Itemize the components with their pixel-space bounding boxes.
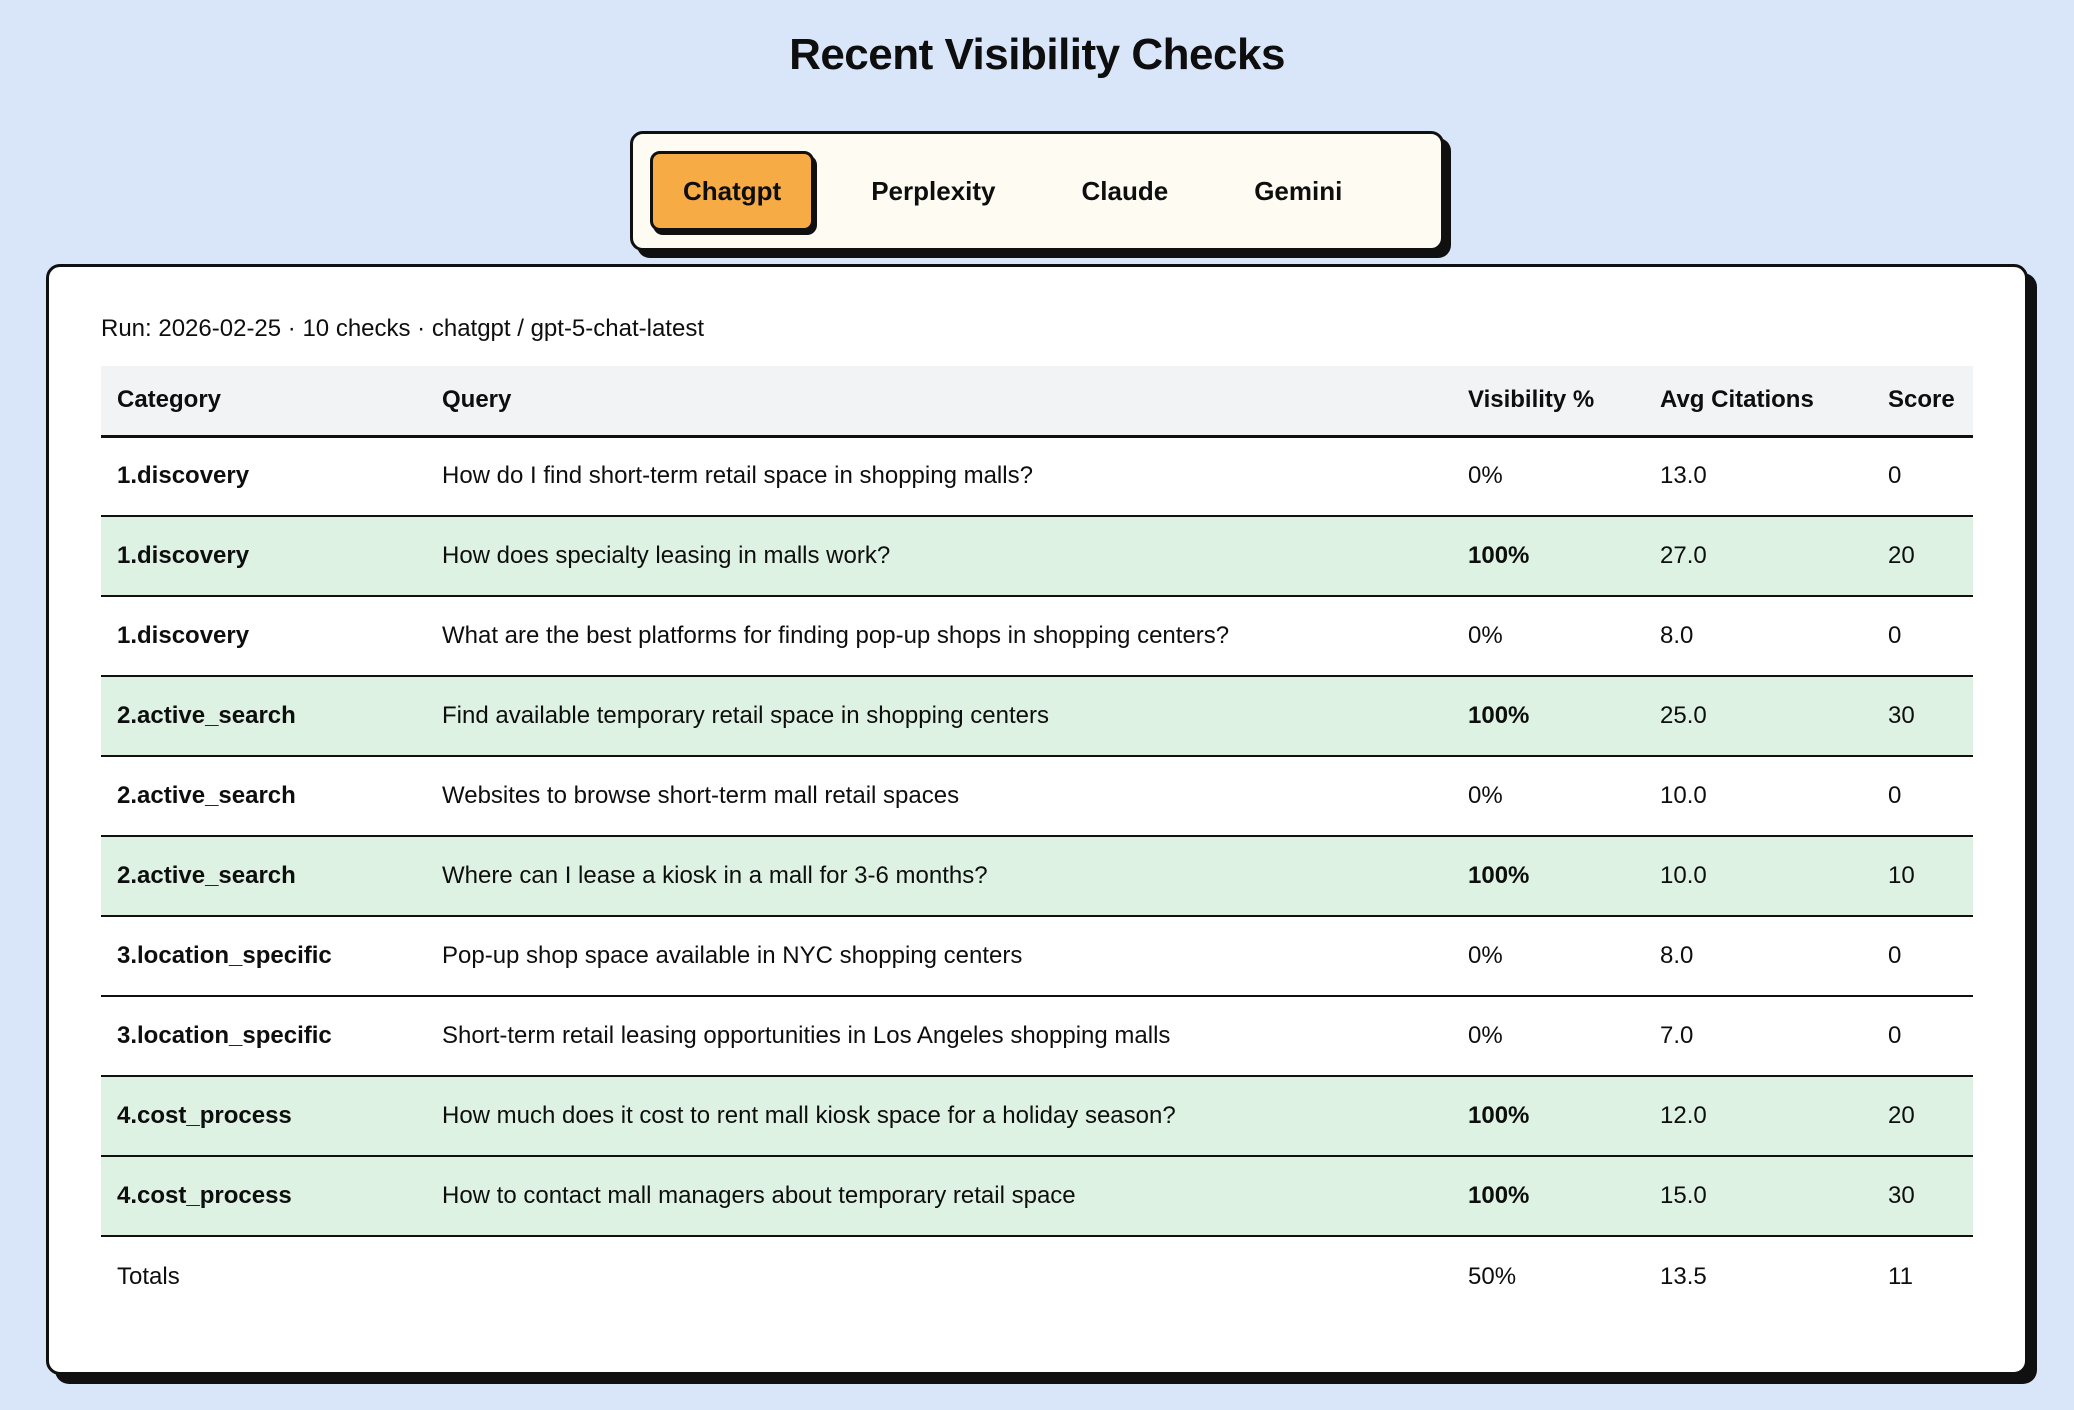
- cell-avg-citations: 10.0: [1660, 782, 1707, 810]
- column-header-avg-citations: Avg Citations: [1644, 366, 1872, 438]
- cell-category: 2.active_search: [117, 702, 296, 730]
- cell-avg-citations: 15.0: [1660, 1182, 1707, 1210]
- cell-visibility: 0%: [1468, 1022, 1503, 1050]
- column-header-score: Score: [1872, 366, 1973, 438]
- cell-query: Find available temporary retail space in…: [442, 702, 1049, 730]
- model-tab-bar: Chatgpt Perplexity Claude Gemini: [630, 131, 1444, 251]
- cell-visibility: 0%: [1468, 462, 1503, 490]
- table-row: 2.active_search Where can I lease a kios…: [101, 836, 1973, 917]
- table-body: 1.discovery How do I find short-term ret…: [101, 436, 1973, 1237]
- cell-category: 1.discovery: [117, 542, 250, 570]
- totals-query-spacer: [426, 1236, 1452, 1316]
- table-row: 1.discovery What are the best platforms …: [101, 596, 1973, 677]
- totals-visibility: 50%: [1468, 1262, 1517, 1290]
- tab-gemini[interactable]: Gemini: [1211, 151, 1385, 231]
- tab-perplexity[interactable]: Perplexity: [828, 151, 1038, 231]
- column-header-category: Category: [101, 366, 426, 438]
- cell-visibility: 0%: [1468, 622, 1503, 650]
- cell-visibility: 0%: [1468, 782, 1503, 810]
- cell-category: 2.active_search: [117, 782, 296, 810]
- cell-avg-citations: 8.0: [1660, 622, 1694, 650]
- page-title: Recent Visibility Checks: [789, 30, 1285, 79]
- cell-category: 2.active_search: [117, 862, 296, 890]
- cell-query: Pop-up shop space available in NYC shopp…: [442, 942, 1023, 970]
- cell-visibility: 0%: [1468, 942, 1503, 970]
- cell-visibility: 100%: [1468, 1102, 1530, 1130]
- cell-score: 30: [1888, 702, 1915, 730]
- totals-label: Totals: [117, 1262, 180, 1290]
- cell-category: 1.discovery: [117, 462, 250, 490]
- cell-score: 20: [1888, 1102, 1915, 1130]
- column-header-visibility: Visibility %: [1452, 366, 1644, 438]
- totals-score: 11: [1888, 1262, 1913, 1290]
- table-row: 3.location_specific Pop-up shop space av…: [101, 916, 1973, 997]
- table-row: 4.cost_process How much does it cost to …: [101, 1076, 1973, 1157]
- table-row: 1.discovery How do I find short-term ret…: [101, 436, 1973, 517]
- cell-avg-citations: 7.0: [1660, 1022, 1694, 1050]
- table-row: 2.active_search Find available temporary…: [101, 676, 1973, 757]
- cell-category: 3.location_specific: [117, 942, 332, 970]
- cell-score: 20: [1888, 542, 1915, 570]
- cell-visibility: 100%: [1468, 862, 1530, 890]
- cell-query: How do I find short-term retail space in…: [442, 462, 1033, 490]
- cell-query: How to contact mall managers about tempo…: [442, 1182, 1076, 1210]
- run-info: Run: 2026-02-25 · 10 checks · chatgpt / …: [101, 315, 704, 342]
- cell-visibility: 100%: [1468, 702, 1530, 730]
- cell-score: 0: [1888, 782, 1902, 810]
- visibility-table: Category Query Visibility % Avg Citation…: [101, 366, 1973, 1317]
- cell-visibility: 100%: [1468, 542, 1530, 570]
- cell-score: 0: [1888, 622, 1902, 650]
- cell-avg-citations: 13.0: [1660, 462, 1707, 490]
- cell-score: 10: [1888, 862, 1915, 890]
- table-row: 3.location_specific Short-term retail le…: [101, 996, 1973, 1077]
- column-header-query: Query: [426, 366, 1452, 438]
- cell-query: Where can I lease a kiosk in a mall for …: [442, 862, 988, 890]
- tab-claude[interactable]: Claude: [1039, 151, 1212, 231]
- table-row: 1.discovery How does specialty leasing i…: [101, 516, 1973, 597]
- cell-query: Short-term retail leasing opportunities …: [442, 1022, 1171, 1050]
- cell-avg-citations: 12.0: [1660, 1102, 1707, 1130]
- cell-query: What are the best platforms for finding …: [442, 622, 1230, 650]
- cell-visibility: 100%: [1468, 1182, 1530, 1210]
- table-header-row: Category Query Visibility % Avg Citation…: [101, 366, 1973, 438]
- cell-query: Websites to browse short-term mall retai…: [442, 782, 960, 810]
- table-row: 2.active_search Websites to browse short…: [101, 756, 1973, 837]
- totals-avg-citations: 13.5: [1660, 1262, 1707, 1290]
- cell-avg-citations: 25.0: [1660, 702, 1707, 730]
- cell-score: 30: [1888, 1182, 1915, 1210]
- cell-category: 1.discovery: [117, 622, 250, 650]
- totals-row: Totals 50% 13.5 11: [101, 1236, 1973, 1317]
- cell-score: 0: [1888, 1022, 1902, 1050]
- cell-category: 3.location_specific: [117, 1022, 332, 1050]
- cell-category: 4.cost_process: [117, 1102, 292, 1130]
- cell-category: 4.cost_process: [117, 1182, 292, 1210]
- cell-avg-citations: 8.0: [1660, 942, 1694, 970]
- cell-query: How does specialty leasing in malls work…: [442, 542, 891, 570]
- results-card: Run: 2026-02-25 · 10 checks · chatgpt / …: [46, 264, 2028, 1376]
- cell-score: 0: [1888, 462, 1902, 490]
- cell-avg-citations: 27.0: [1660, 542, 1707, 570]
- tab-chatgpt[interactable]: Chatgpt: [650, 151, 815, 231]
- cell-avg-citations: 10.0: [1660, 862, 1707, 890]
- table-row: 4.cost_process How to contact mall manag…: [101, 1156, 1973, 1237]
- cell-score: 0: [1888, 942, 1902, 970]
- cell-query: How much does it cost to rent mall kiosk…: [442, 1102, 1176, 1130]
